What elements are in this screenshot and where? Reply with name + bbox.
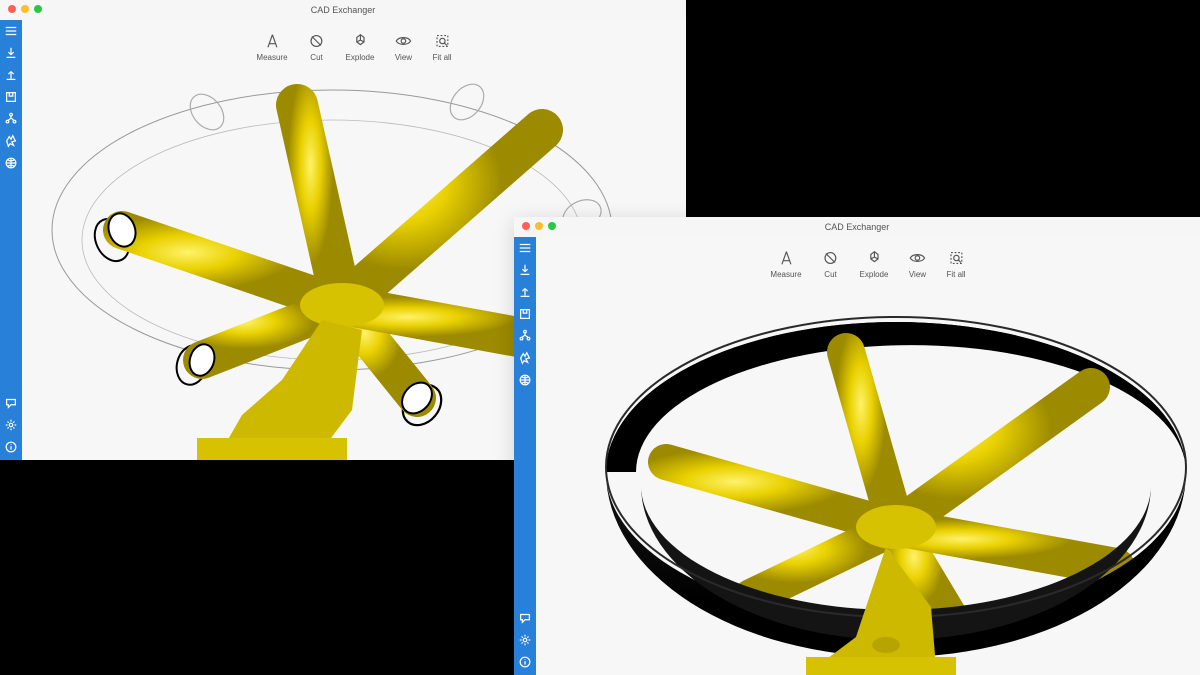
- tool-label: View: [395, 53, 412, 62]
- tool-label: Measure: [256, 53, 287, 62]
- menu-icon[interactable]: [4, 24, 18, 38]
- menu-icon[interactable]: [518, 241, 532, 255]
- measure-tool[interactable]: Measure: [770, 249, 801, 279]
- measure-tool[interactable]: Measure: [256, 32, 287, 62]
- export-icon[interactable]: [4, 68, 18, 82]
- app-title: CAD Exchanger: [514, 222, 1200, 232]
- cut-tool[interactable]: Cut: [308, 32, 326, 62]
- viewport-3d[interactable]: Measure Cut Explode View Fit all: [536, 237, 1200, 675]
- globe-icon[interactable]: [518, 373, 532, 387]
- globe-icon[interactable]: [4, 156, 18, 170]
- background-patch: [0, 460, 514, 675]
- background-patch: [686, 0, 1200, 217]
- save-icon[interactable]: [4, 90, 18, 104]
- settings-icon[interactable]: [4, 418, 18, 432]
- minimize-icon[interactable]: [535, 222, 543, 230]
- tool-label: Measure: [770, 270, 801, 279]
- export-icon[interactable]: [518, 285, 532, 299]
- explode-panel-icon[interactable]: [4, 134, 18, 148]
- tree-icon[interactable]: [518, 329, 532, 343]
- tool-label: Cut: [824, 270, 836, 279]
- maximize-icon[interactable]: [34, 5, 42, 13]
- explode-panel-icon[interactable]: [518, 351, 532, 365]
- maximize-icon[interactable]: [548, 222, 556, 230]
- chat-icon[interactable]: [4, 396, 18, 410]
- titlebar: CAD Exchanger: [0, 0, 686, 20]
- window-controls: [8, 5, 42, 13]
- cad-window-b: CAD Exchanger Measure Cut Explode View Fit a…: [514, 217, 1200, 675]
- window-controls: [522, 222, 556, 230]
- tool-label: Fit all: [946, 270, 965, 279]
- tool-label: Explode: [346, 53, 375, 62]
- model-solid: [536, 237, 1200, 675]
- info-icon[interactable]: [518, 655, 532, 669]
- tree-icon[interactable]: [4, 112, 18, 126]
- import-icon[interactable]: [518, 263, 532, 277]
- app-title: CAD Exchanger: [0, 5, 686, 15]
- tool-label: Explode: [860, 270, 889, 279]
- fitall-tool[interactable]: Fit all: [432, 32, 451, 62]
- info-icon[interactable]: [4, 440, 18, 454]
- fitall-tool[interactable]: Fit all: [946, 249, 965, 279]
- view-tool[interactable]: View: [908, 249, 926, 279]
- tool-label: View: [909, 270, 926, 279]
- titlebar: CAD Exchanger: [514, 217, 1200, 237]
- settings-icon[interactable]: [518, 633, 532, 647]
- chat-icon[interactable]: [518, 611, 532, 625]
- tool-label: Fit all: [432, 53, 451, 62]
- sidebar: [514, 237, 536, 675]
- sidebar: [0, 20, 22, 460]
- viewport-toolbar: Measure Cut Explode View Fit all: [770, 249, 965, 279]
- import-icon[interactable]: [4, 46, 18, 60]
- explode-tool[interactable]: Explode: [346, 32, 375, 62]
- close-icon[interactable]: [8, 5, 16, 13]
- close-icon[interactable]: [522, 222, 530, 230]
- minimize-icon[interactable]: [21, 5, 29, 13]
- save-icon[interactable]: [518, 307, 532, 321]
- cut-tool[interactable]: Cut: [822, 249, 840, 279]
- view-tool[interactable]: View: [394, 32, 412, 62]
- tool-label: Cut: [310, 53, 322, 62]
- viewport-toolbar: Measure Cut Explode View Fit all: [256, 32, 451, 62]
- explode-tool[interactable]: Explode: [860, 249, 889, 279]
